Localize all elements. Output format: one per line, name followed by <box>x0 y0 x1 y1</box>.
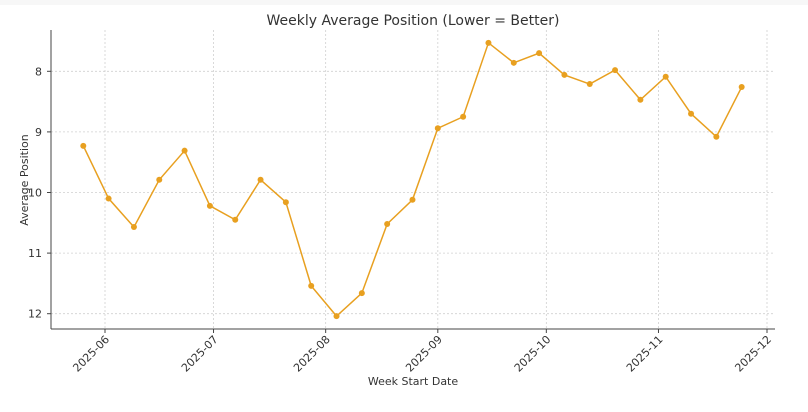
x-axis-label: Week Start Date <box>368 375 459 388</box>
x-tick-label: 2025-08 <box>291 333 333 375</box>
y-tick-label: 12 <box>28 308 42 321</box>
x-tick-label: 2025-10 <box>512 333 554 375</box>
line-chart: Weekly Average Position (Lower = Better)… <box>18 13 775 388</box>
data-point <box>485 39 492 46</box>
x-tick-label: 2025-11 <box>624 333 666 375</box>
data-point <box>181 147 188 154</box>
data-point <box>510 59 517 66</box>
series-line <box>82 41 743 318</box>
y-tick-label: 11 <box>28 247 42 260</box>
data-point <box>637 96 644 103</box>
data-point <box>282 199 289 206</box>
data-point <box>333 313 340 320</box>
data-point <box>105 195 112 202</box>
y-tick-label: 10 <box>28 187 42 200</box>
data-series <box>80 39 745 320</box>
data-point <box>612 67 619 74</box>
y-tick-labels: 8 9 10 11 12 <box>28 65 51 321</box>
data-point <box>80 142 87 149</box>
data-point <box>738 84 745 91</box>
y-tick-label: 9 <box>35 126 42 139</box>
y-axis-label: Average Position <box>18 134 31 226</box>
data-point <box>409 196 416 203</box>
data-point <box>206 202 213 209</box>
data-point <box>232 216 239 223</box>
data-point <box>688 110 695 117</box>
chart-frame: Weekly Average Position (Lower = Better)… <box>0 5 808 412</box>
x-tick-label: 2025-12 <box>732 333 774 375</box>
data-point <box>713 133 720 140</box>
data-point <box>561 71 568 78</box>
x-tick-label: 2025-07 <box>179 333 221 375</box>
data-point <box>662 73 669 80</box>
data-point <box>156 176 163 183</box>
data-point <box>536 50 543 57</box>
data-point <box>586 81 593 88</box>
gridlines <box>51 30 775 329</box>
data-point <box>130 224 137 231</box>
x-tick-label: 2025-06 <box>70 333 112 375</box>
data-point <box>460 113 467 120</box>
x-tick-label: 2025-09 <box>403 333 445 375</box>
chart-title: Weekly Average Position (Lower = Better) <box>267 13 560 29</box>
data-point <box>308 282 315 289</box>
x-tick-labels: 2025-06 2025-07 2025-08 2025-09 2025-10 2025-… <box>70 329 774 375</box>
data-point <box>384 221 391 228</box>
data-point <box>257 176 264 183</box>
data-point <box>358 290 365 297</box>
axes <box>50 30 775 330</box>
y-tick-label: 8 <box>35 65 42 78</box>
data-point <box>434 125 441 132</box>
